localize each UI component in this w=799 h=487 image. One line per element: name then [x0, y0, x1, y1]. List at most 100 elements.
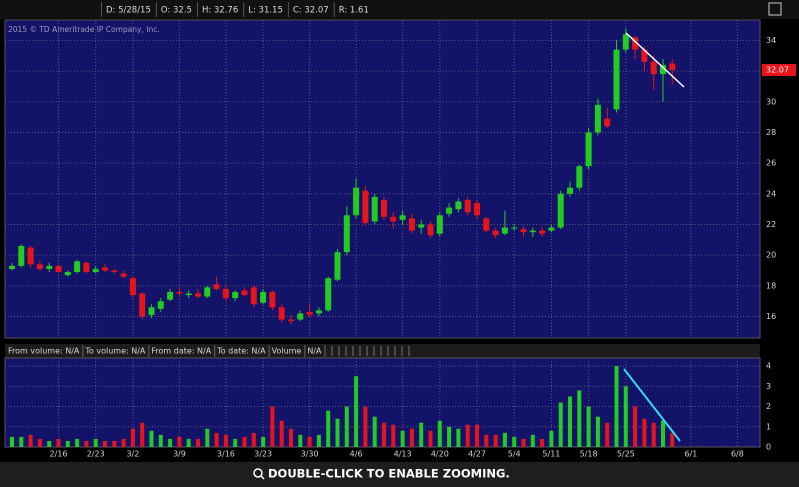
- volume-header-sep: [304, 345, 306, 357]
- volume-bar: [261, 436, 266, 447]
- volume-bar: [233, 438, 238, 447]
- candle-body: [436, 215, 443, 234]
- candle-body: [213, 284, 220, 289]
- candle-body: [102, 267, 108, 271]
- volume-bar: [614, 366, 619, 447]
- volume-bar: [19, 436, 24, 447]
- volume-bar: [326, 410, 331, 447]
- x-tick-label: 6/1: [684, 450, 697, 459]
- candle-body: [306, 311, 313, 315]
- candle-body: [260, 291, 267, 303]
- candle-body: [408, 218, 415, 231]
- volume-bar: [400, 430, 405, 447]
- y-tick-label: 16: [766, 312, 776, 321]
- y2-tick-label: 1: [766, 422, 771, 431]
- candle-body: [129, 278, 136, 296]
- volume-bar: [382, 422, 386, 447]
- volume-bar: [223, 434, 228, 447]
- x-tick-label: 3/16: [217, 450, 235, 459]
- volume-bar: [205, 428, 210, 447]
- info-item: R: 1.61: [339, 6, 369, 16]
- volume-bar: [354, 376, 359, 447]
- volume-bar: [10, 436, 14, 447]
- volume-bar: [530, 434, 535, 447]
- y2-tick-label: 2: [766, 402, 771, 411]
- candle-body: [55, 265, 62, 273]
- x-tick-label: 5/11: [542, 450, 560, 459]
- candle-body: [334, 252, 341, 280]
- footer-bar: [0, 462, 799, 487]
- y2-tick-label: 3: [766, 382, 771, 391]
- volume-bar: [391, 424, 396, 447]
- volume-bar: [75, 438, 80, 447]
- volume-header-cell: [394, 346, 396, 356]
- candle-body: [557, 193, 564, 228]
- candle-body: [325, 278, 332, 311]
- volume-header-cell: [408, 346, 410, 356]
- volume-bar: [251, 432, 256, 447]
- info-item: H: 32.76: [202, 6, 238, 16]
- volume-bar: [103, 440, 107, 447]
- volume-header-cell: [380, 346, 382, 356]
- candle-body: [520, 229, 527, 233]
- candle-body: [74, 261, 81, 273]
- volume-bar: [372, 416, 377, 447]
- volume-bar: [149, 430, 154, 447]
- zoom-icon[interactable]: [253, 468, 263, 478]
- info-item: D: 5/28/15: [106, 6, 151, 16]
- volume-bar: [605, 422, 610, 447]
- candle-body: [427, 224, 434, 236]
- x-tick-label: 4/13: [394, 450, 412, 459]
- volume-bar: [595, 416, 600, 447]
- volume-header-cell: [345, 346, 347, 356]
- candle-body: [641, 49, 648, 62]
- y-tick-label: 20: [766, 251, 776, 260]
- candle-body: [390, 216, 397, 222]
- volume-bar: [186, 438, 191, 447]
- candle-body: [594, 104, 601, 133]
- volume-bar: [344, 406, 349, 447]
- volume-bar: [37, 438, 42, 447]
- volume-header-cell: [373, 346, 375, 356]
- volume-bar: [289, 428, 293, 447]
- volume-bar: [121, 438, 126, 447]
- candle-body: [120, 273, 127, 277]
- volume-bar: [540, 438, 545, 447]
- volume-header: [5, 344, 760, 358]
- candle-body: [92, 268, 99, 273]
- volume-bar: [493, 434, 498, 447]
- volume-bar: [633, 406, 638, 447]
- candle-body: [650, 61, 657, 75]
- candle-body: [474, 203, 480, 216]
- x-tick-label: 3/23: [254, 450, 272, 459]
- volume-bar: [502, 432, 507, 447]
- volume-bar: [670, 432, 675, 447]
- volume-bar: [279, 420, 284, 447]
- candle-body: [27, 247, 34, 265]
- candle-body: [418, 224, 425, 228]
- volume-bar: [130, 428, 135, 447]
- candle-body: [604, 118, 611, 127]
- chart-settings-icon[interactable]: [768, 2, 782, 16]
- candle-body: [529, 230, 536, 233]
- volume-header-cell: [352, 346, 354, 356]
- candle-body: [353, 187, 360, 216]
- x-tick-label: 3/30: [301, 450, 319, 459]
- volume-header-items: From volume: N/A To volume: N/A From date:…: [8, 345, 410, 357]
- candle-body: [399, 215, 406, 220]
- volume-bar: [521, 438, 526, 447]
- candle-body: [343, 215, 350, 253]
- volume-bar: [47, 440, 52, 447]
- y-tick-label: 30: [766, 97, 776, 106]
- candle-body: [501, 227, 508, 234]
- volume-bar: [437, 420, 442, 447]
- candle-body: [139, 293, 146, 317]
- volume-bar: [456, 428, 461, 447]
- marks: [9, 28, 676, 447]
- zoom-hint[interactable]: DOUBLE-CLICK TO ENABLE ZOOMING.: [268, 467, 510, 481]
- candle-body: [669, 63, 676, 71]
- candle-body: [446, 207, 453, 214]
- candle-body: [288, 319, 294, 322]
- y2-tick-label: 4: [766, 362, 771, 371]
- candle-body: [232, 291, 239, 299]
